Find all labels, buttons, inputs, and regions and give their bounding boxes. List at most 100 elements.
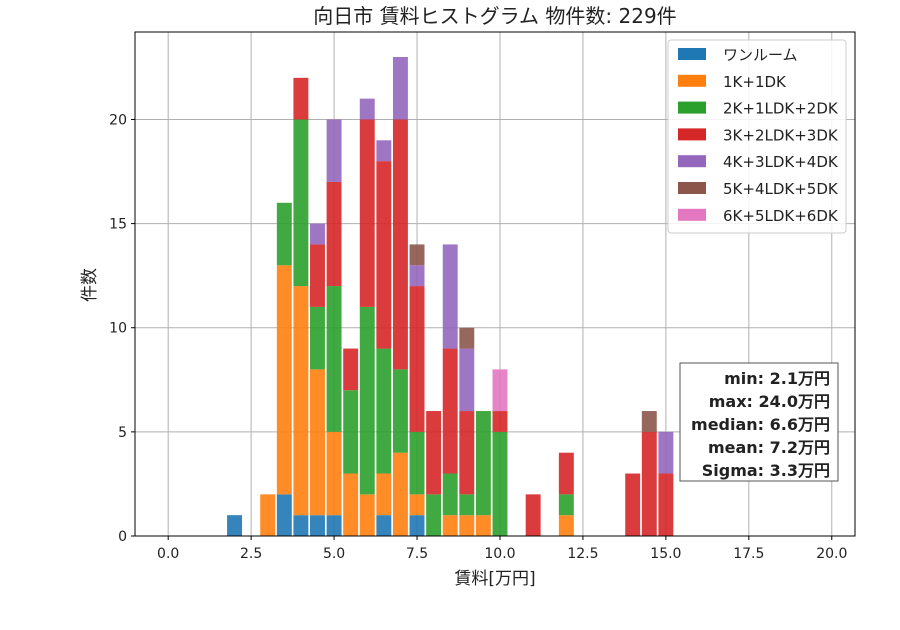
bar-segment-2 — [326, 431, 342, 516]
bar-segment-2 — [392, 452, 408, 536]
legend-swatch — [678, 155, 706, 168]
chart-title: 向日市 賃料ヒストグラム 物件数: 229件 — [313, 4, 676, 28]
x-tick-label: 17.5 — [733, 546, 764, 562]
bar-segment-4 — [658, 473, 674, 536]
x-tick-label: 12.5 — [567, 546, 598, 562]
legend-label: 3K+2LDK+3DK — [723, 126, 839, 144]
bar-segment-4 — [426, 411, 442, 495]
bar-segment-2 — [409, 494, 425, 516]
bar-segment-1 — [376, 515, 392, 536]
bar-segment-4 — [409, 286, 425, 432]
bar-segment-1 — [326, 515, 342, 536]
legend-swatch — [678, 74, 706, 87]
bar-segment-3 — [326, 286, 342, 432]
bar-segment-2 — [376, 473, 392, 516]
legend-frame — [667, 39, 847, 234]
bar-segment-2 — [459, 515, 475, 536]
tick-labels: 0.0 2.5 5.0 7.5 10.0 12.5 15.0 17.5 20.0 0 5 10 15 20 — [109, 112, 847, 562]
bar-segment-2 — [475, 515, 491, 536]
bar-segment-3 — [276, 202, 292, 266]
bar-segment-1 — [310, 515, 325, 536]
stats-frame — [679, 362, 839, 482]
x-tick-label: 7.5 — [406, 546, 428, 562]
bar-segment-5 — [359, 98, 375, 120]
bar-segment-4 — [492, 411, 508, 432]
x-tick-label: 5.0 — [323, 546, 345, 562]
x-tick-label: 0.0 — [157, 546, 179, 562]
y-axis-label: 件数 — [80, 268, 100, 302]
y-tick-label: 15 — [109, 217, 127, 233]
bar-segment-5 — [376, 140, 392, 162]
bar-segment-3 — [359, 306, 375, 495]
bar-segment-4 — [326, 181, 342, 287]
bar-segment-6 — [641, 411, 657, 432]
bar-segment-6 — [409, 244, 425, 266]
legend-label: 5K+4LDK+5DK — [723, 180, 839, 198]
bar-segment-4 — [293, 77, 309, 120]
bar-segment-7 — [492, 369, 508, 412]
plot-frame — [134, 31, 856, 537]
bar-segment-3 — [475, 411, 491, 516]
bar-segment-5 — [442, 244, 458, 349]
bar-segment-3 — [293, 119, 309, 287]
bar-segment-3 — [310, 306, 325, 370]
bar-segment-4 — [392, 119, 408, 370]
legend-label: 1K+1DK — [723, 73, 787, 91]
bar-segment-4 — [442, 348, 458, 474]
stats-line: median: 6.6万円 — [691, 415, 830, 434]
bar-segment-4 — [459, 411, 475, 495]
bar-segment-5 — [310, 223, 325, 245]
bar-segment-3 — [442, 473, 458, 516]
stats-line: Sigma: 3.3万円 — [702, 461, 830, 480]
bar-segment-4 — [359, 119, 375, 307]
stats-line: min: 2.1万円 — [724, 369, 830, 388]
bar-segment-1 — [276, 494, 292, 536]
x-tick-label: 15.0 — [650, 546, 681, 562]
bar-segment-5 — [326, 119, 342, 182]
bar-segment-2 — [558, 515, 574, 536]
bar-segment-3 — [558, 494, 574, 516]
bar-segment-4 — [641, 431, 657, 536]
bar-segment-3 — [343, 390, 359, 474]
x-axis-label: 賃料[万円] — [454, 569, 535, 589]
stats-line: mean: 7.2万円 — [708, 438, 830, 457]
bar-segment-3 — [392, 369, 408, 453]
bars — [227, 56, 674, 536]
legend-swatch — [678, 208, 706, 221]
x-tick-label: 2.5 — [240, 546, 262, 562]
bar-segment-1 — [409, 515, 425, 536]
bar-segment-2 — [343, 473, 359, 536]
bar-segment-3 — [492, 431, 508, 536]
stats-line: max: 24.0万円 — [709, 392, 830, 411]
legend-label: 6K+5LDK+6DK — [723, 207, 839, 225]
y-tick-label: 20 — [109, 112, 127, 128]
bar-segment-5 — [409, 265, 425, 287]
bar-segment-1 — [227, 515, 243, 536]
bar-segment-4 — [558, 452, 574, 495]
legend-label: 4K+3LDK+4DK — [723, 153, 839, 171]
bar-segment-2 — [359, 494, 375, 536]
bar-segment-4 — [310, 244, 325, 307]
y-tick-label: 5 — [118, 425, 127, 441]
bar-segment-3 — [459, 494, 475, 516]
y-tick-label: 0 — [118, 529, 127, 545]
bar-segment-2 — [310, 369, 325, 516]
bar-segment-2 — [276, 265, 292, 495]
y-tick-label: 10 — [109, 321, 127, 337]
bar-segment-4 — [525, 494, 541, 536]
legend-swatch — [678, 182, 706, 194]
bar-segment-4 — [625, 473, 641, 536]
x-tick-label: 20.0 — [816, 546, 847, 562]
bar-segment-5 — [658, 431, 674, 474]
bar-segment-3 — [426, 494, 442, 536]
bar-segment-5 — [392, 56, 408, 120]
x-tick-label: 10.0 — [484, 546, 515, 562]
bar-segment-2 — [293, 286, 309, 516]
legend: ワンルーム 1K+1DK 2K+1LDK+2DK 3K+2LDK+3DK 4K+3LDK… — [667, 39, 847, 234]
bar-segment-4 — [376, 161, 392, 349]
bar-segment-4 — [343, 348, 359, 391]
bar-segment-2 — [442, 515, 458, 536]
legend-swatch — [678, 128, 706, 141]
legend-swatch — [678, 48, 706, 60]
